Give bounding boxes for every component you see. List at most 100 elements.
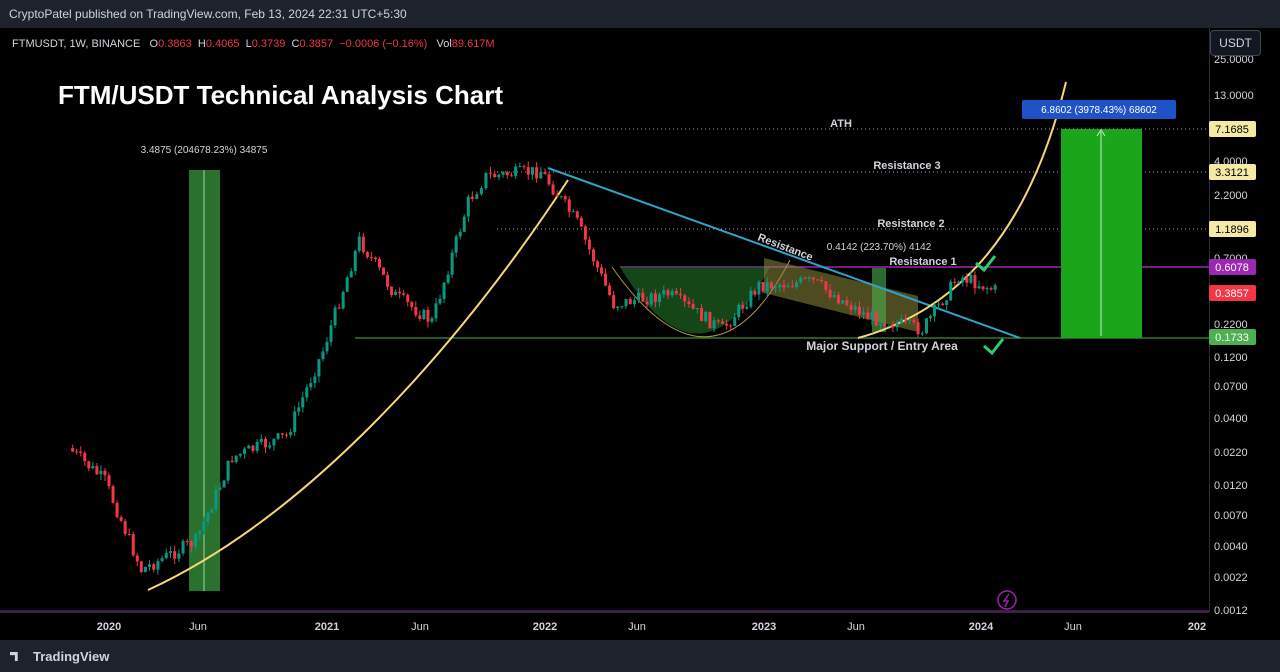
price-tag-r3: 3.3121 (1215, 167, 1249, 179)
y-tick-1: 13.0000 (1214, 90, 1254, 102)
candle (604, 273, 608, 286)
candle (878, 323, 882, 326)
candle (99, 470, 103, 475)
candle (803, 277, 807, 279)
candle (769, 282, 773, 289)
candle (251, 445, 255, 451)
candle (616, 306, 620, 309)
candle (475, 194, 479, 199)
x-tick-1: Jun (189, 621, 207, 633)
candle (280, 433, 284, 435)
x-tick-9: Jun (1064, 621, 1082, 633)
candle (83, 452, 87, 462)
low-value: 0.3739 (251, 38, 286, 50)
candle (501, 172, 505, 175)
candle (774, 287, 778, 289)
candle (297, 407, 301, 412)
candle (321, 351, 325, 360)
candle (816, 279, 819, 281)
y-tick-18: 0.0040 (1214, 541, 1248, 553)
candle (349, 271, 353, 278)
candle (870, 311, 874, 320)
candle (198, 530, 202, 535)
candle (493, 173, 497, 178)
candle (575, 211, 579, 218)
candle (937, 303, 941, 305)
time-scale[interactable] (0, 612, 1209, 641)
candle (430, 318, 434, 322)
y-tick-13: 0.0700 (1214, 381, 1248, 393)
candle (238, 453, 242, 456)
candle (628, 298, 632, 305)
candle (470, 196, 474, 199)
candle (398, 291, 402, 294)
target-arrow-head (1096, 129, 1106, 137)
price-tag-r2-bg (1209, 221, 1256, 237)
candle (708, 311, 712, 329)
candle (357, 236, 361, 251)
candle (666, 290, 670, 296)
candle (189, 541, 193, 547)
candle (674, 291, 678, 294)
candle (514, 166, 518, 177)
candle (883, 323, 887, 327)
x-tick-4: 2022 (533, 621, 557, 633)
candle (807, 277, 811, 279)
tradingview-logo[interactable]: TradingView (10, 649, 109, 664)
candle (841, 300, 845, 304)
price-tag-last: 0.3857 (1215, 288, 1249, 300)
high-label: H (197, 38, 206, 50)
candle (908, 319, 912, 321)
candle (218, 487, 222, 490)
x-tick-0: 2020 (97, 621, 121, 633)
price-tag-ath: 7.1685 (1215, 124, 1249, 136)
candle (559, 196, 563, 198)
candle (551, 184, 555, 195)
candle (497, 174, 501, 178)
candle (587, 239, 591, 250)
candle (828, 289, 832, 298)
candle (156, 560, 160, 570)
currency-button[interactable]: USDT (1210, 30, 1261, 56)
candle (164, 552, 168, 559)
candle (658, 294, 662, 303)
candle (402, 293, 406, 295)
candle (293, 411, 297, 433)
candle (505, 172, 509, 176)
open-value: 0.3863 (158, 38, 192, 50)
candle (210, 509, 214, 513)
candle (194, 534, 198, 547)
measure-box-2 (872, 268, 886, 332)
candles-group (71, 161, 997, 575)
measure-box-2-label: 0.4142 (223.70%) 4142 (827, 242, 932, 253)
candle (382, 267, 386, 275)
candle (268, 445, 272, 448)
y-tick-12: 0.1200 (1214, 352, 1248, 364)
candle (454, 236, 458, 253)
symbol-name[interactable]: FTMUSDT, 1W, BINANCE (12, 38, 141, 50)
published-text: CryptoPatel published on TradingView.com… (9, 7, 407, 21)
candle (414, 306, 418, 316)
candle (526, 166, 530, 175)
lightning-icon[interactable] (997, 590, 1017, 610)
candle (887, 325, 891, 327)
candle (920, 333, 924, 335)
candle (369, 257, 373, 259)
y-tick-15: 0.0220 (1214, 447, 1248, 459)
candle (957, 281, 961, 283)
candle (148, 564, 152, 567)
candle (895, 323, 899, 328)
low-label: L (245, 38, 252, 50)
candle (305, 387, 309, 398)
candle (530, 167, 534, 175)
x-tick-3: Jun (411, 621, 429, 633)
candle (916, 322, 920, 335)
candle (725, 323, 729, 326)
candle (933, 304, 937, 317)
candle (579, 217, 583, 227)
candle (953, 281, 957, 283)
x-tick-7: Jun (847, 621, 865, 633)
candle (434, 303, 438, 319)
candle (567, 199, 571, 212)
candle (377, 259, 381, 268)
